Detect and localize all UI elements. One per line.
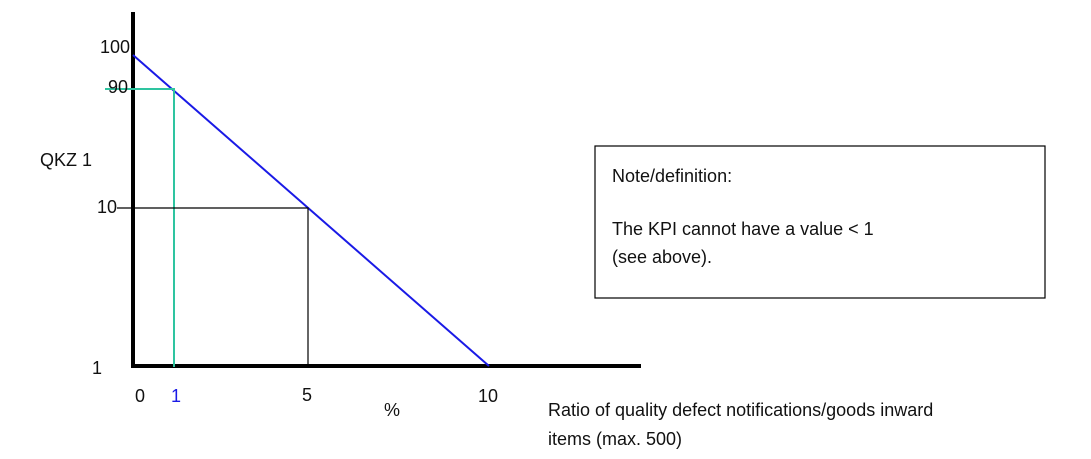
- guide-10: [117, 207, 309, 366]
- x-tick-label: 0: [135, 386, 145, 406]
- x-axis-label: Ratio of quality defect notifications/go…: [548, 400, 933, 420]
- x-tick-label: 1: [171, 386, 181, 406]
- kpi-line: [132, 54, 490, 367]
- x-tick-label: 5: [302, 385, 312, 405]
- y-tick-label: 1: [92, 358, 102, 378]
- y-tick-label: 10: [97, 197, 117, 217]
- x-unit: %: [384, 400, 400, 420]
- note-line: (see above).: [612, 247, 712, 267]
- x-tick-label: 10: [478, 386, 498, 406]
- y-tick-label: 90: [108, 77, 128, 97]
- y-axis-label: QKZ 1: [40, 150, 92, 170]
- y-tick-label: 100: [100, 37, 130, 57]
- note-title: Note/definition:: [612, 166, 732, 186]
- x-axis-label: items (max. 500): [548, 429, 682, 449]
- guide-90: [105, 88, 175, 367]
- note-box: [594, 145, 1046, 299]
- note-line: The KPI cannot have a value < 1: [612, 219, 874, 239]
